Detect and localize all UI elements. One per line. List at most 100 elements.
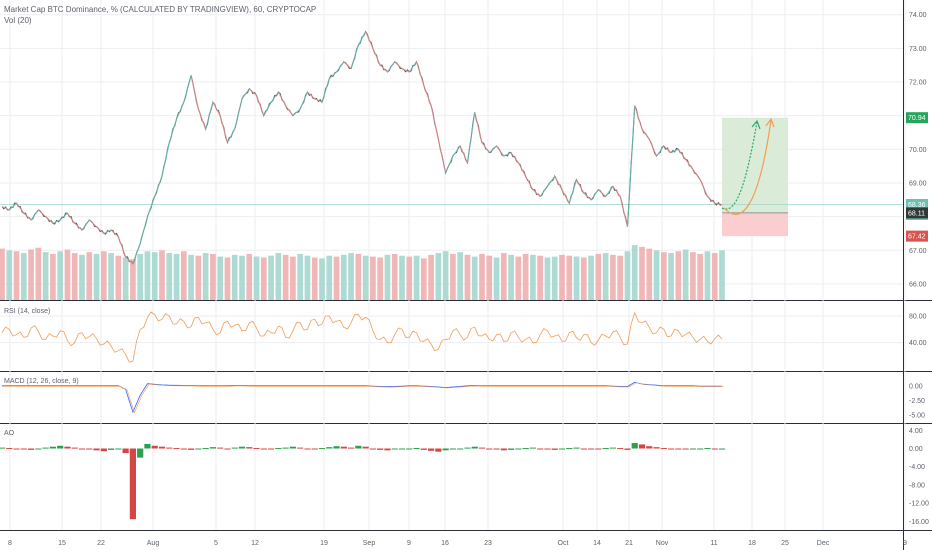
volume-bar	[588, 255, 594, 300]
volume-bar	[86, 252, 93, 300]
ao-bar	[486, 448, 493, 450]
price-segment	[81, 219, 90, 231]
ao-bar	[275, 448, 282, 450]
price-segment	[430, 105, 439, 140]
price-segment	[226, 128, 236, 143]
ao-bar	[173, 448, 180, 450]
ao-bar	[718, 448, 726, 450]
arrowhead-green	[751, 119, 761, 130]
price-segment	[314, 98, 323, 103]
volume-bar	[573, 256, 580, 300]
volume-bar	[457, 252, 464, 300]
volume-bar	[13, 251, 20, 300]
ao-bar	[100, 448, 107, 452]
price-segment	[197, 108, 207, 130]
volume-bar	[217, 256, 224, 300]
volume-bar	[435, 253, 442, 300]
volume-bar	[580, 257, 587, 300]
ao-bar	[326, 447, 333, 449]
ao-bar	[675, 448, 682, 450]
ao-bar	[435, 448, 442, 452]
ao-bar	[580, 448, 587, 450]
volume-bar	[173, 253, 180, 300]
price-segment	[74, 222, 83, 231]
price-segment	[321, 78, 330, 103]
ao-bar	[137, 448, 144, 458]
volume-bar	[137, 253, 144, 300]
ao-bar	[362, 446, 369, 449]
price-segment	[452, 145, 461, 157]
volume-bar	[282, 254, 289, 300]
price-segment	[459, 145, 469, 164]
price-segment	[263, 101, 272, 116]
volume-bar	[653, 250, 660, 300]
ao-tick-label: 0.00	[909, 446, 923, 453]
price-tick-label: 69.00	[909, 180, 927, 187]
volume-bar	[195, 255, 202, 300]
current-price-badge-bg	[906, 198, 928, 210]
price-segment	[183, 75, 192, 103]
volume-bar	[224, 257, 231, 300]
volume-bar	[188, 254, 194, 300]
price-segment	[561, 189, 570, 204]
volume-bar	[515, 256, 522, 300]
price-segment	[336, 61, 345, 73]
volume-bar	[413, 255, 420, 300]
x-tick-label: Oct	[558, 540, 569, 547]
x-tick-label: 22	[97, 540, 105, 547]
price-segment	[365, 31, 374, 49]
ao-bar	[260, 448, 267, 450]
ao-bar	[282, 447, 289, 449]
ao-bar	[566, 448, 573, 450]
price-segment	[175, 101, 185, 120]
ao-bar	[209, 447, 217, 449]
ao-bar	[122, 448, 129, 454]
ao-tick-label: -8.00	[909, 482, 925, 489]
price-segment	[146, 196, 156, 217]
ao-tick-label: 4.00	[909, 428, 923, 435]
price-segment	[88, 219, 97, 228]
price-segment	[677, 148, 687, 160]
volume-bar	[719, 250, 725, 300]
projection-arrow-green	[721, 121, 758, 210]
volume-bar	[122, 257, 129, 300]
volume-bar	[180, 251, 187, 300]
ao-bar	[406, 448, 413, 450]
price-segment	[670, 148, 679, 154]
volume-bar	[522, 253, 529, 300]
volume-bar	[93, 253, 100, 300]
price-segment	[154, 176, 163, 197]
volume-label: Vol (20)	[4, 16, 32, 25]
ao-bar	[427, 448, 435, 451]
price-segment	[546, 175, 556, 187]
ao-bar	[129, 448, 137, 520]
price-segment	[103, 229, 112, 234]
ao-bar	[609, 447, 617, 449]
volume-bar	[304, 255, 311, 300]
volume-bar	[442, 251, 449, 300]
x-tick-label: Dec	[817, 540, 830, 547]
volume-bar	[340, 254, 347, 300]
volume-bar	[6, 250, 13, 300]
price-segment	[619, 196, 629, 227]
x-tick-label: 23	[484, 540, 492, 547]
price-segment	[139, 216, 149, 244]
chart-title: Market Cap BTC Dominance, % (CALCULATED …	[4, 5, 317, 14]
ao-bar	[369, 448, 377, 450]
price-segment	[445, 155, 454, 174]
ao-bar	[449, 448, 457, 450]
volume-bar	[0, 248, 5, 300]
ao-bar	[246, 447, 253, 449]
ao-bar	[384, 448, 391, 451]
volume-bar	[370, 256, 376, 300]
price-segment	[394, 61, 403, 70]
x-tick-label: 18	[748, 540, 756, 547]
price-segment	[343, 61, 352, 70]
rsi-title: RSI (14, close)	[4, 308, 50, 315]
ao-bar	[617, 448, 624, 450]
x-tick-label: 9	[407, 540, 411, 547]
price-segment	[612, 185, 621, 197]
volume-bar	[166, 253, 173, 300]
ao-bar	[391, 448, 398, 450]
